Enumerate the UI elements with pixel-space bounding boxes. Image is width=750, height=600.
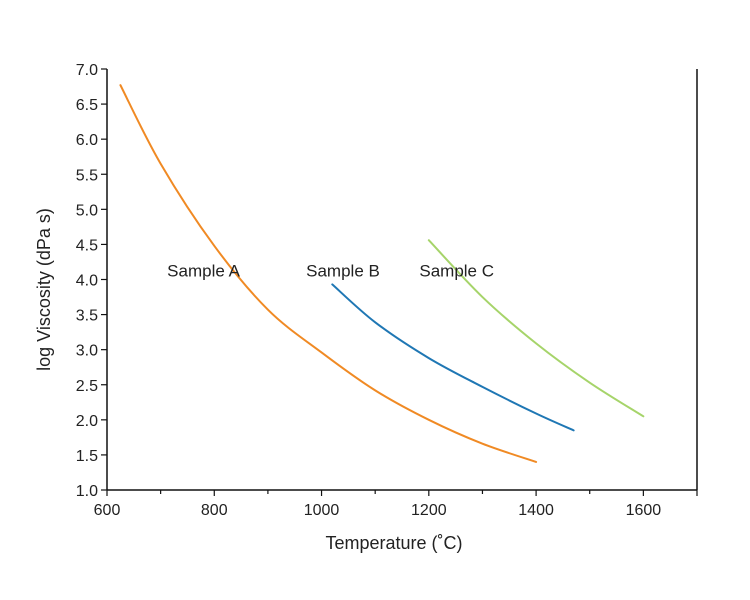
x-tick-label: 1000	[304, 502, 340, 519]
y-tick-label: 5.5	[76, 167, 98, 184]
x-axis-title: Temperature (˚C)	[325, 533, 462, 553]
labels-layer: Temperature (˚C) log Viscosity (dPa s) Sam…	[34, 208, 494, 553]
series-line-sample-b	[331, 283, 575, 432]
series-label-sample-b: Sample B	[306, 261, 380, 280]
axes-layer: 600 800 1000 1200 1400 1600 1.0 1.5 2.0 2.5 3.0 3.5…	[76, 62, 698, 519]
x-tick-label: 1400	[518, 502, 554, 519]
series-label-sample-c: Sample C	[419, 261, 494, 280]
y-tick-label: 1.5	[76, 448, 98, 465]
y-tick-label: 1.0	[76, 483, 98, 500]
y-tick-label: 4.5	[76, 237, 98, 254]
x-tick-label: 600	[94, 502, 121, 519]
x-tick-label: 1200	[411, 502, 447, 519]
y-tick-label: 6.5	[76, 97, 98, 114]
series-line-sample-c	[427, 239, 645, 418]
y-tick-label: 3.0	[76, 343, 98, 360]
y-tick-label: 5.0	[76, 202, 98, 219]
y-tick-label: 4.0	[76, 273, 98, 290]
series-label-sample-a: Sample A	[167, 261, 240, 280]
x-tick-label: 1600	[626, 502, 662, 519]
y-tick-label: 3.5	[76, 308, 98, 325]
series-layer	[119, 84, 645, 463]
y-tick-label: 2.5	[76, 378, 98, 395]
y-tick-label: 6.0	[76, 132, 98, 149]
series-line-sample-a	[119, 84, 538, 463]
y-tick-label: 2.0	[76, 413, 98, 430]
x-tick-label: 800	[201, 502, 228, 519]
y-axis-title: log Viscosity (dPa s)	[34, 208, 54, 371]
y-tick-label: 7.0	[76, 62, 98, 79]
